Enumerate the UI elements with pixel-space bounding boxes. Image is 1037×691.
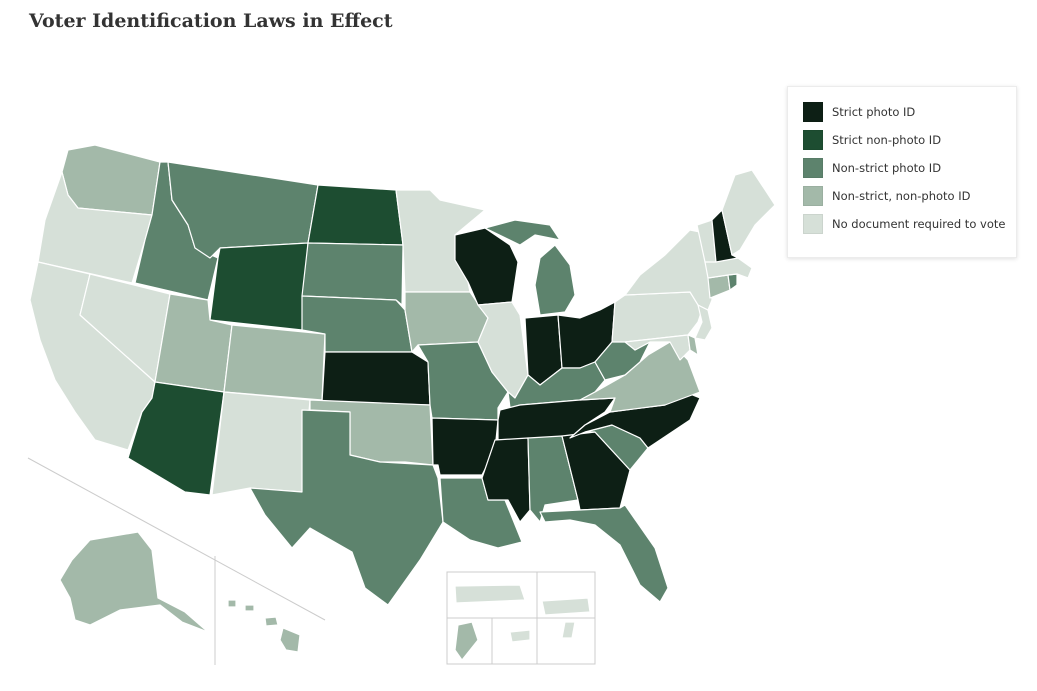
territory-american-samoa[interactable] [509, 629, 531, 643]
hawaii-island-maui [264, 616, 279, 627]
legend-label: Strict non-photo ID [832, 133, 942, 147]
legend-item-none: No document required to vote [803, 214, 1016, 234]
legend-item-strict-photo: Strict photo ID [803, 102, 1016, 122]
legend-swatch-nonstrict-photo [803, 158, 823, 178]
legend-swatch-none [803, 214, 823, 234]
inset-frames [27, 457, 596, 665]
hawaii-island-big [279, 627, 301, 653]
legend-item-strict-nonphoto: Strict non-photo ID [803, 130, 1016, 150]
state-connecticut[interactable] [707, 274, 731, 299]
state-delaware[interactable] [687, 334, 699, 356]
state-colorado[interactable] [223, 324, 326, 401]
state-alaska[interactable] [59, 531, 209, 633]
state-hawaii[interactable] [227, 599, 301, 653]
map-title: Voter Identification Laws in Effect [29, 10, 393, 32]
state-virginia[interactable] [579, 341, 701, 413]
map-legend: Strict photo ID Strict non-photo ID Non-… [787, 86, 1017, 258]
alaska-divider [27, 457, 326, 621]
state-massachusetts[interactable] [704, 257, 753, 279]
legend-label: Non-strict photo ID [832, 161, 942, 175]
state-new-hampshire[interactable] [711, 209, 739, 263]
state-maine[interactable] [721, 169, 776, 256]
legend-swatch-strict-nonphoto [803, 130, 823, 150]
legend-label: Strict photo ID [832, 105, 916, 119]
legend-item-nonstrict-photo: Non-strict photo ID [803, 158, 1016, 178]
legend-swatch-nonstrict-nonphoto [803, 186, 823, 206]
legend-label: No document required to vote [832, 217, 1006, 231]
state-south-dakota[interactable] [301, 242, 404, 306]
state-michigan[interactable] [484, 219, 576, 316]
state-washington[interactable] [61, 144, 161, 216]
legend-item-nonstrict-nonphoto: Non-strict, non-photo ID [803, 186, 1016, 206]
state-kansas[interactable] [321, 351, 431, 406]
territory-puerto-rico[interactable] [454, 584, 526, 604]
state-wyoming[interactable] [209, 242, 309, 331]
territory-virgin-islands[interactable] [541, 597, 591, 616]
legend-swatch-strict-photo [803, 102, 823, 122]
territory-guam[interactable] [454, 621, 479, 661]
state-pennsylvania[interactable] [611, 291, 703, 343]
state-new-mexico[interactable] [211, 391, 311, 496]
legend-label: Non-strict, non-photo ID [832, 189, 971, 203]
hawaii-island-oahu [244, 604, 255, 612]
state-north-dakota[interactable] [307, 184, 404, 246]
state-texas[interactable] [249, 409, 444, 606]
state-florida[interactable] [539, 504, 669, 603]
hawaii-island-kauai [227, 599, 237, 608]
state-rhode-island[interactable] [727, 273, 738, 291]
territory-northern-mariana[interactable] [561, 621, 576, 639]
